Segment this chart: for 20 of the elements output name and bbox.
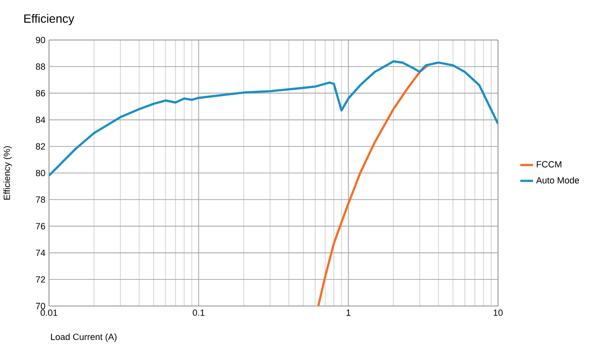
x-tick-label: 10 (494, 310, 503, 316)
y-tick-label: 84 (36, 116, 46, 123)
legend-label: FCCM (536, 161, 562, 168)
x-axis-title: Load Current (A) (51, 333, 116, 342)
y-tick-label: 90 (36, 36, 46, 44)
y-tick-label: 74 (36, 250, 46, 256)
x-tick-label: 1 (346, 310, 350, 316)
y-tick-label: 72 (36, 276, 46, 283)
y-tick-label: 78 (36, 196, 46, 203)
y-tick-label: 88 (36, 63, 46, 70)
y-tick-label: 82 (36, 143, 46, 150)
x-tick-label: 0.1 (192, 310, 204, 316)
y-tick-label: 70 (36, 302, 46, 310)
y-tick-label: 80 (36, 170, 46, 176)
x-tick-label: 0.01 (40, 310, 58, 316)
y-tick-label: 76 (36, 223, 46, 230)
chart-title: Efficiency (24, 14, 74, 26)
legend-label: Auto Mode (536, 176, 580, 184)
y-axis-title: Efficiency (%) (3, 146, 12, 200)
y-tick-label: 86 (36, 90, 46, 96)
